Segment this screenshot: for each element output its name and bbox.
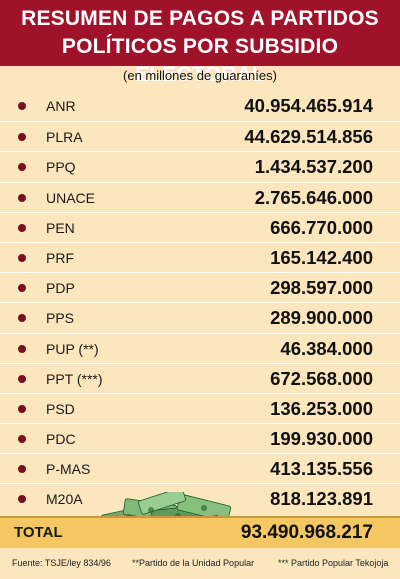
party-name: PDP [46, 280, 75, 297]
party-row: PEN 666.770.000 [0, 211, 400, 242]
bullet-icon [18, 465, 26, 474]
header-banner: RESUMEN DE PAGOS A PARTIDOS POLÍTICOS PO… [0, 0, 400, 86]
party-row: UNACE 2.765.646.000 [0, 181, 400, 212]
party-amount: 46.384.000 [280, 337, 373, 359]
party-amount: 199.930.000 [270, 428, 373, 450]
bullet-icon [18, 223, 26, 232]
party-amount: 666.770.000 [270, 216, 373, 238]
party-name: P-MAS [46, 461, 91, 478]
title-line-2: POLÍTICOS POR SUBSIDIO ELECTORAL [61, 35, 339, 86]
party-row: P-MAS 413.135.556 [0, 453, 400, 483]
party-row: PLRA 44.629.514.856 [0, 121, 400, 151]
bullet-icon [18, 374, 26, 383]
party-name: PPQ [46, 159, 76, 176]
bullet-icon [18, 284, 26, 293]
party-amount: 44.629.514.856 [244, 126, 373, 148]
party-row: ANR 40.954.465.914 [0, 91, 400, 121]
party-row: PPS 289.900.000 [0, 302, 400, 332]
party-row: PUP (**) 46.384.000 [0, 332, 400, 363]
party-amount: 40.954.465.914 [244, 95, 373, 116]
bullet-icon [18, 495, 26, 504]
bullet-icon [18, 404, 26, 413]
total-label: TOTAL [14, 524, 63, 541]
party-amount: 818.123.891 [270, 488, 373, 510]
party-name: UNACE [46, 189, 96, 206]
bullet-icon [18, 314, 26, 323]
party-name: PUP (**) [46, 340, 99, 357]
bullet-icon [18, 253, 26, 262]
bullet-icon [18, 435, 26, 444]
party-name: PEN [46, 219, 75, 236]
party-amount: 165.142.400 [270, 246, 373, 268]
party-name: PDC [46, 431, 76, 448]
party-row: PDP 298.597.000 [0, 272, 400, 302]
title-line-1: RESUMEN DE PAGOS A PARTIDOS [21, 7, 379, 30]
party-name: PSD [46, 400, 75, 417]
party-row: PPT (***) 672.568.000 [0, 362, 400, 393]
party-list: ANR 40.954.465.914 PLRA 44.629.514.856 PPQ 1.… [0, 91, 400, 514]
footer: Fuente: TSJE/ley 834/96 **Partido de la … [0, 548, 400, 579]
footer-source: Fuente: TSJE/ley 834/96 [12, 558, 111, 568]
party-name: PPT (***) [46, 370, 103, 387]
party-name: PPS [46, 310, 75, 327]
party-amount: 413.135.556 [270, 458, 373, 480]
bullet-icon [18, 344, 26, 353]
party-amount: 289.900.000 [270, 307, 373, 329]
party-row: PDC 199.930.000 [0, 423, 400, 453]
party-amount: 136.253.000 [270, 397, 373, 419]
party-amount: 672.568.000 [270, 367, 373, 389]
party-name: M20A [46, 491, 83, 508]
party-amount: 298.597.000 [270, 277, 373, 299]
party-row: M20A 818.123.891 [0, 483, 400, 513]
bullet-icon [18, 163, 26, 172]
bullet-icon [18, 193, 26, 202]
party-row: PSD 136.253.000 [0, 392, 400, 423]
footer-note-pup: **Partido de la Unidad Popular [132, 558, 255, 568]
bullet-icon [18, 133, 26, 142]
party-name: PRF [46, 249, 74, 266]
party-row: PRF 165.142.400 [0, 241, 400, 272]
party-row: PPQ 1.434.537.200 [0, 151, 400, 181]
total-row: TOTAL 93.490.968.217 [0, 516, 400, 548]
party-name: ANR [46, 98, 76, 114]
party-amount: 2.765.646.000 [254, 186, 373, 208]
party-name: PLRA [46, 129, 83, 146]
total-value: 93.490.968.217 [240, 522, 373, 543]
footer-note-ppt: *** Partido Popular Tekojoja [278, 558, 389, 568]
subtitle: (en millones de guaraníes) [123, 68, 277, 83]
party-amount: 1.434.537.200 [254, 156, 373, 178]
bullet-icon [18, 102, 26, 110]
